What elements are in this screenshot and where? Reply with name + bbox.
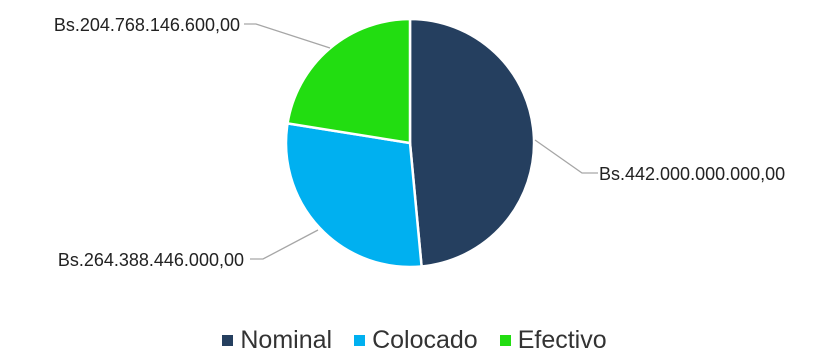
leader-lines [244,23,598,260]
legend-item-efectivo: Efectivo [499,325,607,355]
legend-item-nominal: Nominal [222,326,332,355]
leader-line-nominal [534,139,598,174]
data-label-colocado: Bs.264.388.446.000,00 [58,250,244,270]
pie-slices [284,17,536,269]
legend-label-efectivo: Efectivo [517,325,607,354]
legend-swatch-nominal [222,334,234,346]
legend: Nominal Colocado Efectivo [0,324,829,356]
pie-slice-efectivo [286,17,412,145]
legend-label-nominal: Nominal [240,325,333,354]
pie-slice-nominal [408,17,536,268]
legend-item-colocado: Colocado [354,326,478,355]
leader-line-colocado [250,229,319,260]
legend-swatch-colocado [354,334,366,346]
data-labels: Bs.442.000.000.000,00 Bs.264.388.446.000… [54,15,785,270]
legend-swatch-efectivo [499,334,511,346]
pie-slice-colocado [284,122,423,269]
leader-line-efectivo [244,23,331,49]
legend-label-colocado: Colocado [372,325,478,354]
data-label-nominal: Bs.442.000.000.000,00 [599,164,785,184]
data-label-efectivo: Bs.204.768.146.600,00 [54,15,240,35]
